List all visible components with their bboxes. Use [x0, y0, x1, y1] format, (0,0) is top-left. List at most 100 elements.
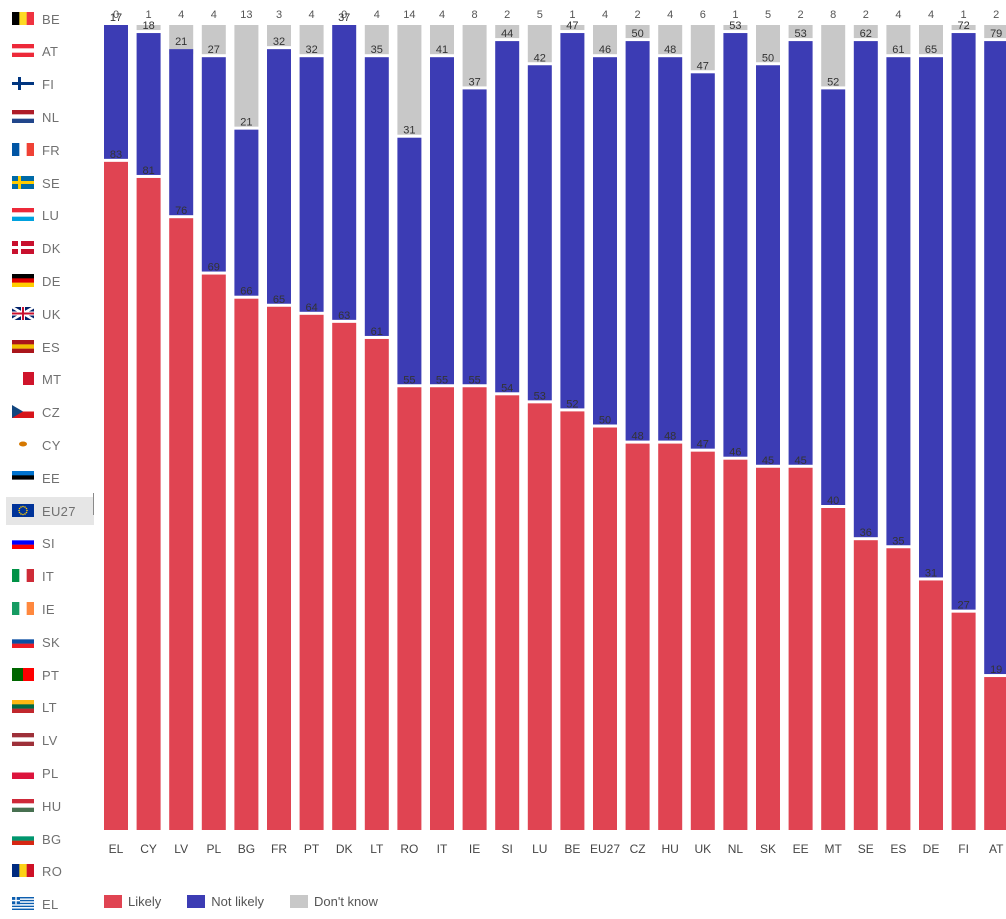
- likely-bar[interactable]: [853, 540, 878, 830]
- dont-know-bar[interactable]: [201, 25, 226, 55]
- dont-know-bar[interactable]: [723, 25, 748, 31]
- country-filter-at[interactable]: AT: [6, 38, 94, 66]
- likely-bar[interactable]: [169, 218, 194, 830]
- dont-know-bar[interactable]: [658, 25, 683, 55]
- country-filter-eu27[interactable]: EU27: [6, 497, 94, 525]
- dont-know-bar[interactable]: [495, 25, 520, 39]
- likely-bar[interactable]: [821, 508, 846, 830]
- dont-know-bar[interactable]: [788, 25, 813, 39]
- likely-bar[interactable]: [560, 411, 585, 830]
- dont-know-bar[interactable]: [853, 25, 878, 39]
- dont-know-bar[interactable]: [821, 25, 846, 87]
- not-likely-bar[interactable]: [397, 137, 422, 385]
- likely-bar[interactable]: [299, 314, 324, 830]
- country-filter-cz[interactable]: CZ: [6, 399, 94, 427]
- not-likely-bar[interactable]: [690, 73, 715, 449]
- likely-bar[interactable]: [527, 403, 552, 830]
- likely-bar[interactable]: [788, 467, 813, 830]
- dont-know-bar[interactable]: [234, 25, 259, 127]
- dont-know-bar[interactable]: [984, 25, 1006, 39]
- not-likely-bar[interactable]: [853, 41, 878, 538]
- dont-know-bar[interactable]: [756, 25, 780, 63]
- not-likely-bar[interactable]: [462, 89, 487, 385]
- dont-know-bar[interactable]: [560, 25, 585, 31]
- dont-know-bar[interactable]: [136, 25, 161, 31]
- not-likely-bar[interactable]: [625, 41, 650, 441]
- not-likely-bar[interactable]: [821, 89, 846, 506]
- dont-know-bar[interactable]: [919, 25, 943, 55]
- not-likely-bar[interactable]: [267, 49, 291, 304]
- likely-bar[interactable]: [951, 612, 976, 830]
- country-filter-se[interactable]: SE: [6, 169, 94, 197]
- not-likely-bar[interactable]: [136, 33, 161, 175]
- dont-know-bar[interactable]: [299, 25, 324, 55]
- country-filter-it[interactable]: IT: [6, 563, 94, 591]
- legend-item-likely[interactable]: Likely: [104, 894, 161, 909]
- likely-bar[interactable]: [136, 177, 161, 830]
- likely-bar[interactable]: [332, 322, 357, 830]
- dont-know-bar[interactable]: [267, 25, 291, 47]
- dont-know-bar[interactable]: [397, 25, 422, 135]
- likely-bar[interactable]: [658, 443, 683, 830]
- likely-bar[interactable]: [397, 387, 422, 830]
- not-likely-bar[interactable]: [495, 41, 520, 393]
- country-filter-uk[interactable]: UK: [6, 300, 94, 328]
- not-likely-bar[interactable]: [560, 33, 585, 409]
- country-filter-ie[interactable]: IE: [6, 595, 94, 623]
- not-likely-bar[interactable]: [723, 33, 748, 457]
- not-likely-bar[interactable]: [430, 57, 454, 385]
- likely-bar[interactable]: [430, 387, 454, 830]
- country-filter-be[interactable]: BE: [6, 5, 94, 33]
- likely-bar[interactable]: [625, 443, 650, 830]
- not-likely-bar[interactable]: [201, 57, 226, 272]
- dont-know-bar[interactable]: [364, 25, 389, 55]
- likely-bar[interactable]: [723, 459, 748, 830]
- not-likely-bar[interactable]: [756, 65, 780, 465]
- dont-know-bar[interactable]: [886, 25, 911, 55]
- likely-bar[interactable]: [462, 387, 487, 830]
- not-likely-bar[interactable]: [788, 41, 813, 465]
- not-likely-bar[interactable]: [593, 57, 617, 425]
- likely-bar[interactable]: [267, 306, 291, 830]
- not-likely-bar[interactable]: [658, 57, 683, 441]
- country-filter-de[interactable]: DE: [6, 267, 94, 295]
- likely-bar[interactable]: [984, 677, 1006, 830]
- likely-bar[interactable]: [756, 467, 780, 830]
- country-filter-pl[interactable]: PL: [6, 759, 94, 787]
- country-filter-ee[interactable]: EE: [6, 464, 94, 492]
- dont-know-bar[interactable]: [462, 25, 487, 87]
- not-likely-bar[interactable]: [364, 57, 389, 336]
- not-likely-bar[interactable]: [332, 25, 357, 320]
- likely-bar[interactable]: [593, 427, 617, 831]
- country-filter-nl[interactable]: NL: [6, 103, 94, 131]
- country-filter-sk[interactable]: SK: [6, 628, 94, 656]
- not-likely-bar[interactable]: [527, 65, 552, 401]
- dont-know-bar[interactable]: [430, 25, 454, 55]
- country-filter-pt[interactable]: PT: [6, 661, 94, 689]
- country-filter-lv[interactable]: LV: [6, 727, 94, 755]
- likely-bar[interactable]: [104, 161, 128, 831]
- not-likely-bar[interactable]: [104, 25, 128, 159]
- country-filter-cy[interactable]: CY: [6, 431, 94, 459]
- not-likely-bar[interactable]: [234, 129, 259, 296]
- dont-know-bar[interactable]: [625, 25, 650, 39]
- country-filter-mt[interactable]: MT: [6, 366, 94, 394]
- likely-bar[interactable]: [234, 298, 259, 830]
- country-filter-es[interactable]: ES: [6, 333, 94, 361]
- country-filter-hu[interactable]: HU: [6, 792, 94, 820]
- country-filter-ro[interactable]: RO: [6, 858, 94, 886]
- country-filter-dk[interactable]: DK: [6, 235, 94, 263]
- not-likely-bar[interactable]: [886, 57, 911, 546]
- likely-bar[interactable]: [364, 338, 389, 830]
- not-likely-bar[interactable]: [984, 41, 1006, 675]
- likely-bar[interactable]: [690, 451, 715, 830]
- legend-item-dont-know[interactable]: Don't know: [290, 894, 378, 909]
- dont-know-bar[interactable]: [593, 25, 617, 55]
- country-filter-bg[interactable]: BG: [6, 825, 94, 853]
- not-likely-bar[interactable]: [919, 57, 943, 578]
- likely-bar[interactable]: [201, 274, 226, 830]
- dont-know-bar[interactable]: [527, 25, 552, 63]
- not-likely-bar[interactable]: [299, 57, 324, 312]
- country-filter-fi[interactable]: FI: [6, 71, 94, 99]
- not-likely-bar[interactable]: [169, 49, 194, 216]
